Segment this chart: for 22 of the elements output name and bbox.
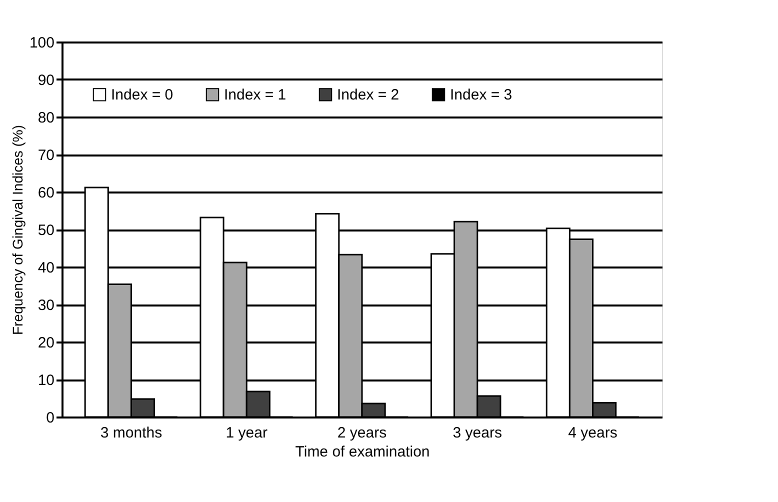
- y-tick-label: 90: [38, 72, 54, 89]
- y-tick-label: 100: [29, 34, 54, 52]
- x-tick-label: 4 years: [568, 424, 618, 442]
- legend-label: Index = 0: [111, 86, 174, 104]
- y-tick-label: 30: [38, 297, 54, 314]
- x-tick-label: 3 months: [100, 424, 162, 442]
- legend-label: Index = 2: [337, 86, 400, 104]
- x-axis-title: Time of examination: [295, 444, 430, 460]
- x-tick-label: 2 years: [337, 424, 387, 442]
- y-tick-label: 40: [38, 260, 54, 276]
- x-tick-label: 1 year: [226, 424, 268, 442]
- y-tick-label: 70: [38, 147, 54, 164]
- legend-label: Index = 3: [450, 86, 512, 104]
- x-tick-label: 3 years: [452, 424, 502, 442]
- y-tick-label: 60: [38, 184, 54, 202]
- y-tick-label: 50: [38, 222, 54, 239]
- legend-label: Index = 1: [224, 86, 286, 104]
- y-tick-label: 80: [38, 110, 54, 126]
- y-axis-title: Frequency of Gingival Indices (%): [9, 124, 26, 336]
- y-tick-label: 20: [38, 334, 54, 352]
- y-tick-label: 10: [38, 372, 54, 389]
- y-tick-label: 0: [46, 410, 54, 426]
